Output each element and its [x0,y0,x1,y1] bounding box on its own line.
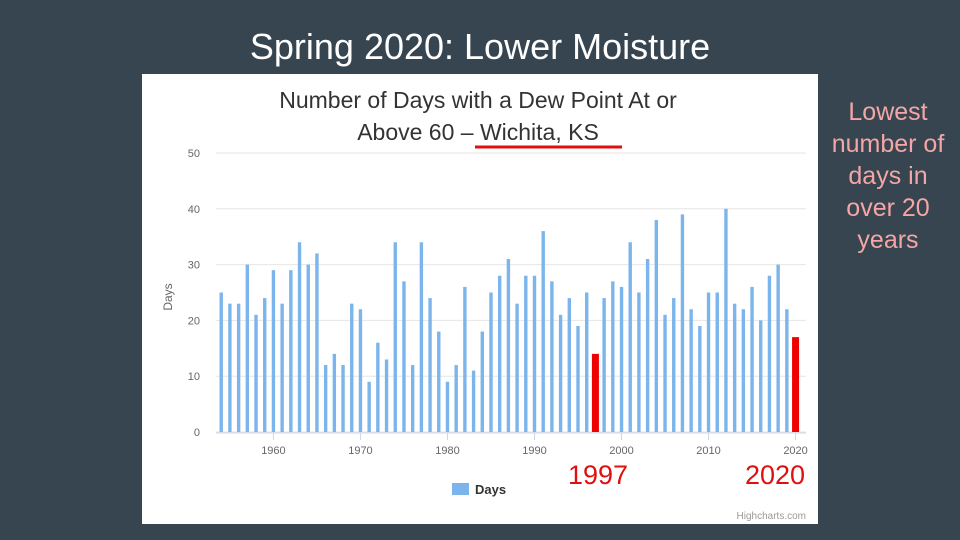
bar-1954[interactable] [219,292,223,433]
y-axis-label: Days [161,283,175,310]
bar-1961[interactable] [280,303,284,432]
legend[interactable]: Days [452,482,506,497]
bar-1994[interactable] [567,298,571,432]
bar-1989[interactable] [524,275,528,432]
callout-2020: 2020 [745,460,806,490]
bar-2017[interactable] [767,275,772,432]
bar-1967[interactable] [332,353,337,432]
bar-1956[interactable] [236,303,241,432]
bar-1959[interactable] [263,298,267,432]
bar-2002[interactable] [637,292,641,433]
bar-2016[interactable] [759,320,763,432]
bar-1957[interactable] [245,264,250,432]
callout-1997: 1997 [568,460,629,490]
bar-chart: Number of Days with a Dew Point At or Ab… [161,87,808,522]
bar-highlight-2020[interactable] [792,337,800,432]
x-tick-label-1960: 1960 [261,445,285,457]
bar-1981[interactable] [454,365,458,432]
x-tick-label-2000: 2000 [609,445,633,457]
bar-1999[interactable] [611,281,615,432]
bar-2013[interactable] [732,303,737,432]
bar-2004[interactable] [654,219,659,432]
y-tick-label-20: 20 [188,315,200,327]
x-tick-label-1970: 1970 [348,445,372,457]
y-tick-label-50: 50 [188,148,200,160]
bar-1966[interactable] [323,365,328,432]
bar-2009[interactable] [698,325,702,432]
bar-1963[interactable] [297,242,302,432]
bar-1992[interactable] [550,281,554,432]
bar-2011[interactable] [715,292,719,433]
bar-1965[interactable] [315,253,319,432]
bar-2005[interactable] [663,314,667,432]
bar-1962[interactable] [289,270,293,432]
bar-1972[interactable] [376,342,380,432]
bar-1979[interactable] [437,331,441,432]
bar-1980[interactable] [445,381,450,432]
bar-2014[interactable] [741,309,746,432]
bar-2007[interactable] [680,214,685,432]
bar-1958[interactable] [254,314,258,432]
bar-1983[interactable] [471,370,476,432]
bar-1973[interactable] [384,359,389,432]
bar-1975[interactable] [402,281,406,432]
bar-1982[interactable] [463,286,467,432]
y-tick-label-10: 10 [188,371,200,383]
chart-title-line-2: Above 60 – Wichita, KS [357,119,599,145]
bar-1978[interactable] [428,298,432,432]
bar-1969[interactable] [350,303,354,432]
bar-highlight-1997[interactable] [591,353,599,432]
bar-2019[interactable] [785,309,789,432]
bar-1984[interactable] [480,331,484,432]
chart-title-line-1: Number of Days with a Dew Point At or [279,87,677,113]
bar-1977[interactable] [419,242,424,432]
legend-swatch [452,483,469,495]
bar-1990[interactable] [532,275,537,432]
legend-label: Days [475,482,506,497]
x-tick-label-1980: 1980 [435,445,459,457]
bar-1971[interactable] [367,381,371,432]
bar-1974[interactable] [393,242,397,432]
x-tick-label-1990: 1990 [522,445,546,457]
bar-1987[interactable] [506,259,511,432]
bar-1976[interactable] [410,365,415,432]
x-tick-label-2020: 2020 [783,445,807,457]
credits-link[interactable]: Highcharts.com [737,511,806,522]
bar-1964[interactable] [306,264,310,432]
bar-1985[interactable] [489,292,493,433]
bar-2003[interactable] [645,259,650,432]
bar-1991[interactable] [541,231,545,432]
y-tick-label-40: 40 [188,204,200,216]
side-note: Lowest number of days in over 20 years [831,98,945,254]
bar-1995[interactable] [576,325,580,432]
bar-1968[interactable] [341,365,345,432]
bar-1998[interactable] [602,298,606,432]
bar-1960[interactable] [271,270,276,432]
bar-1986[interactable] [497,275,502,432]
bar-1988[interactable] [515,303,519,432]
bar-2018[interactable] [776,264,780,432]
bar-2010[interactable] [706,292,711,433]
x-tick-label-2010: 2010 [696,445,720,457]
bar-2006[interactable] [672,298,676,432]
bar-2012[interactable] [724,208,728,432]
bar-2001[interactable] [628,242,632,432]
y-tick-label-30: 30 [188,260,200,272]
chart-panel: Number of Days with a Dew Point At or Ab… [142,74,818,524]
bar-2015[interactable] [750,286,754,432]
bar-1955[interactable] [228,303,232,432]
bar-1970[interactable] [358,309,363,432]
slide-title: Spring 2020: Lower Moisture [249,26,711,67]
bar-1993[interactable] [558,314,563,432]
y-tick-label-0: 0 [194,427,200,439]
bar-2000[interactable] [619,286,624,432]
bar-1996[interactable] [585,292,589,433]
bar-2008[interactable] [689,309,693,432]
